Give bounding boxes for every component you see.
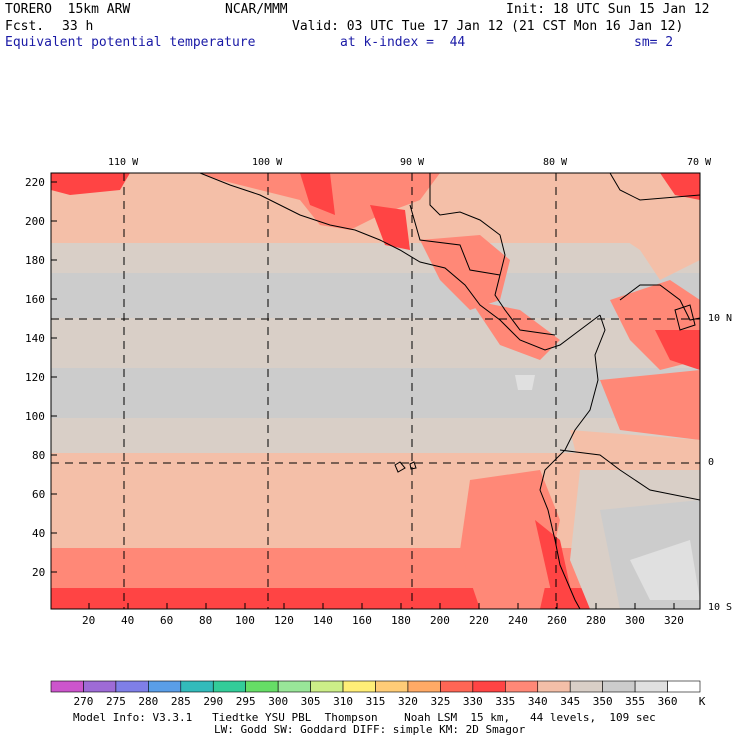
y-tick-label: 60 (32, 488, 46, 501)
model-info: Model Info: V3.3.1 Tiedtke YSU PBL Thomp… (73, 711, 656, 724)
x-tick-label: 320 (664, 614, 684, 627)
y-tick-label: 220 (25, 176, 45, 189)
forecast-hour: 33 h (62, 19, 94, 34)
colorbar-swatch (667, 680, 701, 693)
y-tick-label: 140 (25, 332, 45, 345)
colorbar-label: 335 (495, 695, 516, 708)
colorbar-label: 360 (657, 695, 678, 708)
colorbar-swatch (569, 680, 603, 693)
colorbar-swatch (407, 680, 441, 693)
x-tick-label: 240 (508, 614, 528, 627)
shaded-field (51, 173, 700, 609)
colorbar-swatch (537, 680, 571, 693)
x-tick-label: 20 (82, 614, 96, 627)
field-name: Equivalent potential temperature (5, 35, 256, 50)
colorbar-swatch (472, 680, 506, 693)
y-tick-label: 200 (25, 215, 45, 228)
valid-time: Valid: 03 UTC Tue 17 Jan 12 (21 CST Mon … (292, 19, 684, 34)
y-tick-label: 40 (32, 527, 46, 540)
lon-label-100w: 100 W (252, 157, 283, 168)
colorbar-label: 290 (203, 695, 224, 708)
x-tick-label: 180 (391, 614, 411, 627)
map-frame (50, 172, 701, 610)
colorbar-swatch (375, 680, 409, 693)
lat-label-0: 0 (708, 457, 715, 468)
colorbar-label: 305 (300, 695, 321, 708)
lon-label-110w: 110 W (108, 157, 139, 168)
colorbar-swatch (440, 680, 474, 693)
colorbar-swatch (634, 680, 668, 693)
x-tick-label: 300 (625, 614, 645, 627)
colorbar-swatch (342, 680, 376, 693)
colorbar-swatch (50, 680, 84, 693)
x-tick-label: 280 (586, 614, 606, 627)
lon-label-80w: 80 W (543, 157, 568, 168)
level-info: at k-index = 44 (340, 35, 466, 50)
colorbar-swatch (602, 680, 636, 693)
colorbar-unit: K (698, 695, 706, 708)
forecast-label: Fcst. (5, 19, 45, 34)
colorbar-label: 285 (170, 695, 191, 708)
colorbar-swatch (212, 680, 247, 693)
x-tick-label: 120 (274, 614, 294, 627)
x-tick-label: 40 (121, 614, 135, 627)
x-tick-label: 80 (199, 614, 213, 627)
colorbar-label: 320 (398, 695, 418, 708)
y-tick-label: 160 (25, 293, 45, 306)
y-tick-label: 120 (25, 371, 45, 384)
colorbar-label: 355 (625, 695, 646, 708)
y-tick-label: 20 (32, 566, 46, 579)
y-tick-label: 80 (32, 449, 46, 462)
lon-label-70w: 70 W (687, 157, 712, 168)
colorbar-label: 275 (105, 695, 126, 708)
colorbar-label: 300 (268, 695, 289, 708)
lon-label-90w: 90 W (400, 157, 425, 168)
coastlines (199, 173, 700, 609)
x-tick-label: 260 (547, 614, 567, 627)
lat-label-10n: 10 N (708, 313, 733, 324)
y-tick-label: 180 (25, 254, 45, 267)
colorbar (50, 680, 701, 693)
colorbar-label: 325 (430, 695, 451, 708)
colorbar-swatch (115, 680, 149, 693)
graticule (51, 173, 700, 609)
colorbar-label: 340 (527, 695, 548, 708)
lat-label-10s: 10 S (708, 602, 733, 613)
x-tick-label: 220 (469, 614, 489, 627)
x-tick-label: 140 (313, 614, 333, 627)
colorbar-label: 310 (333, 695, 353, 708)
organization: NCAR/MMM (225, 2, 288, 17)
colorbar-swatch (310, 680, 344, 693)
colorbar-label: 280 (138, 695, 159, 708)
x-tick-label: 100 (235, 614, 255, 627)
model-name: TORERO 15km ARW (5, 2, 131, 17)
smoothing-info: sm= 2 (634, 35, 674, 50)
colorbar-swatch (180, 680, 214, 693)
colorbar-label: 270 (73, 695, 94, 708)
colorbar-label: 330 (462, 695, 483, 708)
y-tick-label: 100 (25, 410, 45, 423)
colorbar-label: 350 (592, 695, 613, 708)
physics-info: LW: Godd SW: Goddard DIFF: simple KM: 2D… (214, 723, 526, 736)
colorbar-label: 295 (235, 695, 256, 708)
colorbar-label: 345 (560, 695, 581, 708)
x-tick-label: 200 (430, 614, 450, 627)
colorbar-swatch (504, 680, 539, 693)
colorbar-swatch (148, 680, 182, 693)
x-tick-label: 60 (160, 614, 174, 627)
colorbar-swatch (245, 680, 279, 693)
axis-ticks (51, 181, 675, 609)
colorbar-label: 315 (365, 695, 386, 708)
init-time: Init: 18 UTC Sun 15 Jan 12 (506, 2, 710, 17)
colorbar-swatch (277, 680, 311, 693)
colorbar-swatch (83, 680, 117, 693)
x-tick-label: 160 (352, 614, 372, 627)
